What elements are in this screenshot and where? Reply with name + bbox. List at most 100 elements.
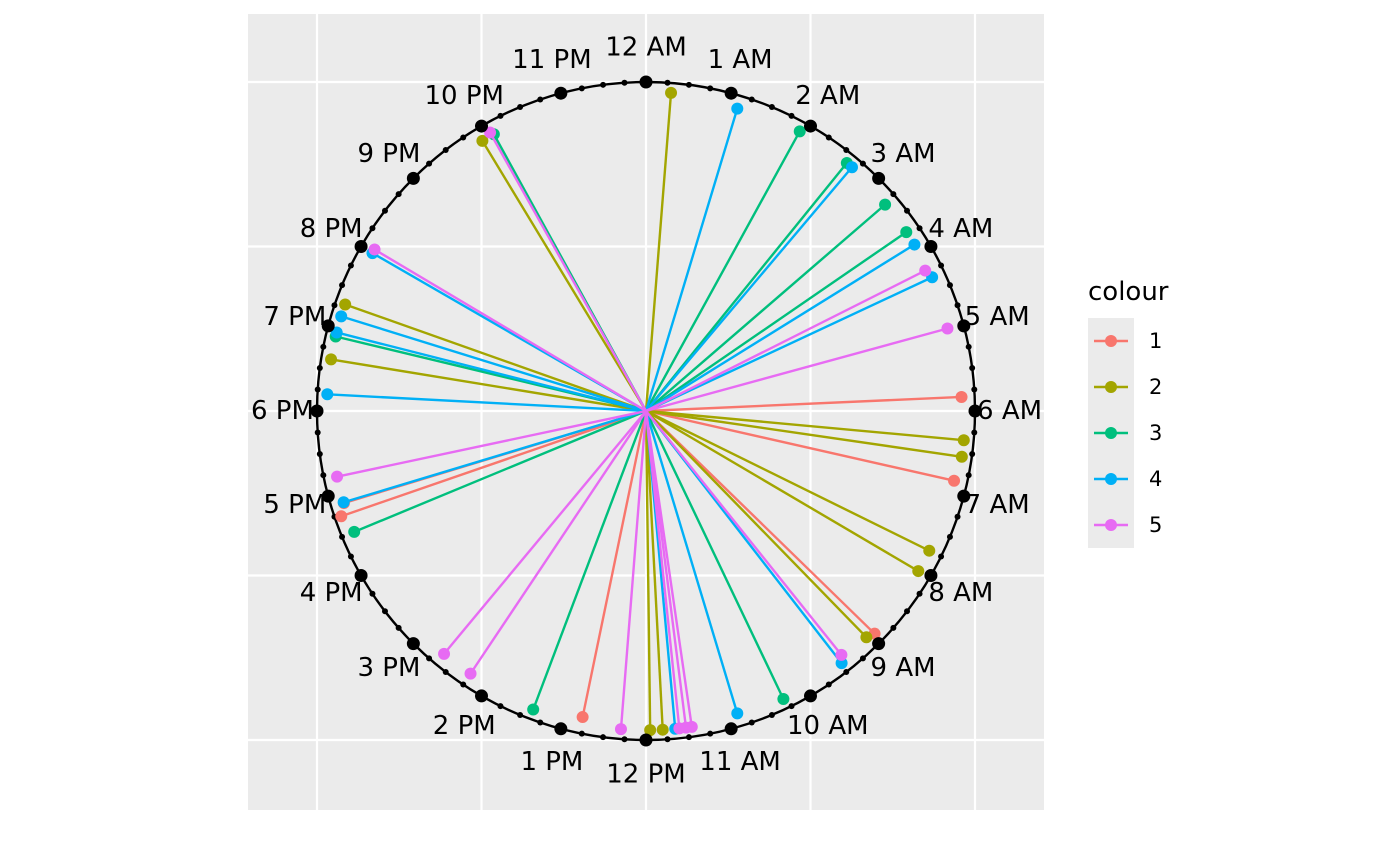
minor-tick-dot (395, 191, 402, 198)
hour-dot (924, 569, 938, 582)
series-2-point (339, 298, 352, 311)
series-4-point (731, 102, 744, 115)
hour-dot (957, 489, 971, 503)
series-4-line (644, 410, 739, 714)
minor-tick-dot (320, 472, 327, 479)
hour-label: 12 AM (605, 32, 687, 62)
series-2-point (860, 631, 873, 644)
series-2-line (344, 303, 647, 413)
minor-tick-dot (381, 608, 388, 615)
series-5-point (484, 126, 497, 139)
minor-tick-dot (537, 96, 544, 103)
series-3-line (645, 203, 886, 412)
hour-dot (924, 240, 938, 253)
legend: colour 1 2 3 4 5 (1088, 277, 1169, 548)
minor-tick-dot (938, 262, 945, 269)
minor-tick-dot (320, 343, 327, 350)
hour-label: 9 PM (357, 139, 420, 169)
series-2-line (644, 92, 673, 412)
hour-dot (639, 75, 653, 89)
hour-dot (321, 489, 335, 503)
hour-dot (321, 319, 335, 333)
minor-tick-dot (707, 85, 714, 92)
hour-dot (475, 689, 488, 703)
minor-tick-dot (768, 104, 775, 111)
hour-label: 10 AM (787, 711, 869, 741)
minor-tick-dot (369, 225, 376, 232)
minor-tick-dot (843, 146, 850, 153)
minor-tick-dot (314, 429, 321, 436)
series-5-line (619, 410, 648, 730)
series-5-point (331, 470, 344, 483)
series-2-point (923, 544, 936, 557)
series-5-line (336, 409, 647, 478)
minor-tick-dot (578, 730, 585, 737)
minor-tick-dot (316, 450, 323, 457)
series-4-line (327, 393, 647, 413)
hour-dot (354, 240, 368, 253)
minor-tick-dot (946, 533, 953, 540)
series-1-line (645, 395, 962, 413)
series-3-point (527, 703, 540, 716)
minor-tick-dot (969, 450, 976, 457)
hour-label: 7 PM (263, 302, 326, 332)
series-1-point (576, 711, 589, 724)
legend-entry-2: 2 (1094, 375, 1162, 399)
minor-tick-dot (825, 134, 832, 141)
legend-entry-3: 3 (1094, 421, 1162, 445)
series-4-point (321, 388, 334, 401)
hour-label: 8 PM (300, 214, 363, 244)
minor-tick-dot (954, 513, 961, 520)
hour-label: 1 PM (520, 747, 583, 777)
series-3-point (900, 226, 913, 239)
series-2-line (644, 410, 652, 731)
series-4-point (330, 326, 343, 339)
hour-label: 7 AM (965, 490, 1030, 520)
hour-dot (968, 404, 982, 418)
series-4-line (644, 108, 739, 412)
minor-tick-dot (916, 590, 923, 597)
series-3-line (644, 130, 801, 412)
minor-tick-dot (369, 590, 376, 597)
hour-label: 1 AM (708, 45, 773, 75)
series-4-point (335, 310, 348, 323)
legend-key-point (1105, 381, 1117, 393)
hour-label: 12 PM (606, 760, 685, 790)
minor-tick-dot (938, 553, 945, 560)
series-5-line (443, 410, 647, 655)
minor-tick-dot (954, 302, 961, 309)
minor-tick-dot (331, 302, 338, 309)
minor-tick-dot (600, 734, 607, 741)
hour-label: 4 PM (300, 578, 363, 608)
series-1-point (335, 510, 348, 523)
hour-labels: 12 AM 1 AM 2 AM 3 AM 4 AM 5 AM 6 AM 7 AM 8 AM 9 A… (251, 32, 1042, 789)
series-2-point (665, 86, 678, 99)
hour-label: 6 PM (251, 396, 314, 426)
series-2-point (912, 565, 925, 578)
hour-label: 4 AM (928, 214, 993, 244)
series-5-line (373, 248, 647, 413)
series-5-line (469, 410, 647, 675)
minor-tick-dot (517, 104, 524, 111)
hour-dot (475, 119, 488, 133)
legend-entries: 1 2 3 4 5 (1094, 329, 1162, 537)
minor-tick-dot (664, 79, 671, 86)
series-5 (331, 126, 954, 736)
minor-tick-dot (859, 655, 866, 662)
series-1-line (340, 409, 647, 518)
hour-label: 11 PM (512, 45, 591, 75)
series-4-point (845, 161, 858, 174)
hour-label: 3 AM (871, 139, 936, 169)
legend-key-point (1105, 335, 1117, 347)
minor-tick-dot (971, 429, 978, 436)
legend-title: colour (1088, 277, 1169, 307)
series-4-point (337, 496, 350, 509)
legend-entry-5: 5 (1094, 513, 1162, 537)
legend-label: 3 (1149, 421, 1162, 445)
series-4-line (645, 276, 933, 413)
minor-tick-dot (347, 553, 354, 560)
legend-entry-4: 4 (1094, 467, 1162, 491)
series-2-point (644, 724, 657, 737)
legend-entry-1: 1 (1094, 329, 1162, 353)
